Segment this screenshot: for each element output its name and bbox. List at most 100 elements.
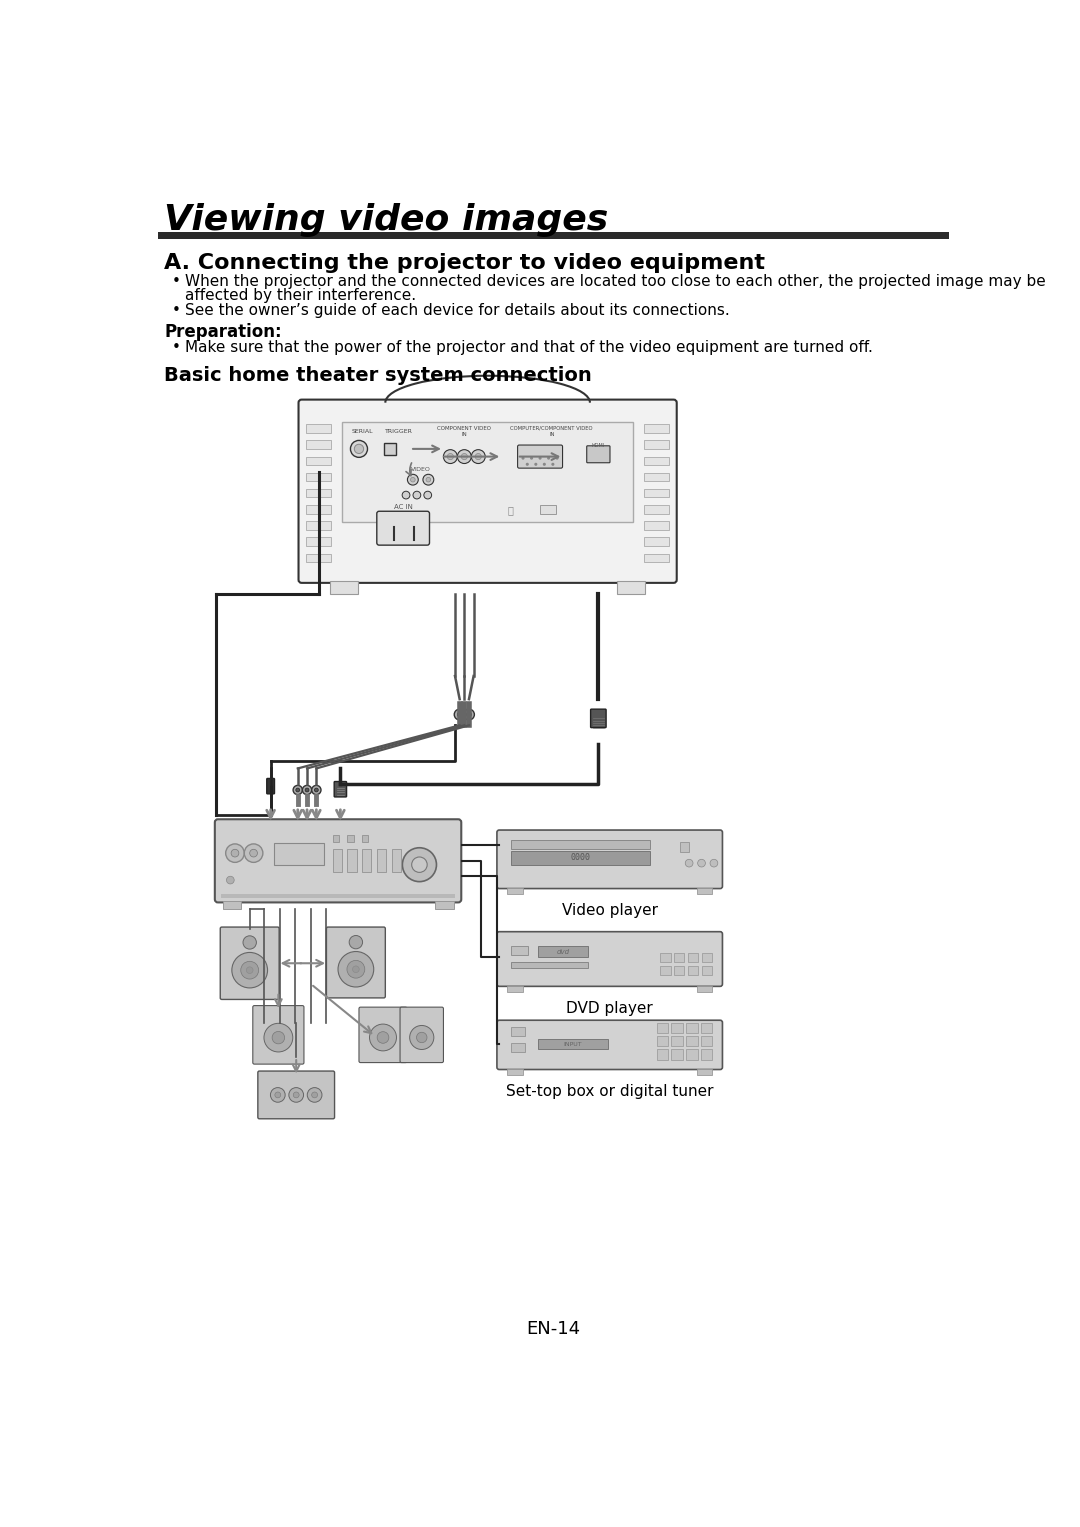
Circle shape	[349, 936, 363, 948]
Bar	[392, 849, 401, 872]
Bar	[672, 1037, 683, 1046]
Circle shape	[243, 936, 256, 950]
FancyBboxPatch shape	[267, 779, 274, 794]
Circle shape	[423, 492, 432, 499]
Bar	[377, 849, 387, 872]
FancyBboxPatch shape	[258, 1070, 335, 1119]
Bar	[538, 947, 589, 957]
Bar	[307, 521, 332, 530]
Circle shape	[296, 788, 299, 793]
Text: HDMI: HDMI	[592, 443, 605, 447]
Bar	[657, 1023, 669, 1034]
Circle shape	[249, 849, 257, 857]
Bar	[307, 554, 332, 562]
Bar	[617, 582, 645, 594]
Circle shape	[444, 449, 457, 464]
Text: A. Connecting the projector to video equipment: A. Connecting the projector to video equ…	[164, 253, 766, 273]
Bar	[701, 1023, 713, 1034]
Circle shape	[302, 785, 312, 794]
Circle shape	[467, 712, 471, 716]
Text: DVD player: DVD player	[566, 1002, 653, 1015]
Bar	[307, 457, 332, 466]
Circle shape	[463, 709, 474, 719]
Bar	[679, 843, 689, 852]
Bar	[644, 505, 669, 513]
Text: EN-14: EN-14	[526, 1319, 581, 1338]
Circle shape	[447, 454, 454, 460]
Bar	[688, 953, 699, 962]
Bar	[686, 1023, 698, 1034]
FancyBboxPatch shape	[326, 927, 386, 999]
Bar	[435, 901, 454, 909]
Circle shape	[352, 967, 360, 973]
Bar	[697, 1069, 713, 1075]
Bar	[657, 1049, 669, 1060]
FancyBboxPatch shape	[497, 1020, 723, 1069]
Circle shape	[459, 709, 470, 719]
Circle shape	[522, 457, 525, 460]
Text: INPUT: INPUT	[564, 1041, 582, 1046]
Text: Preparation:: Preparation:	[164, 322, 282, 341]
Bar	[507, 1069, 523, 1075]
Circle shape	[350, 440, 367, 458]
Circle shape	[423, 475, 434, 486]
Text: •: •	[172, 339, 181, 354]
Bar	[383, 443, 396, 455]
Circle shape	[246, 967, 253, 974]
Text: Basic home theater system connection: Basic home theater system connection	[164, 366, 592, 385]
FancyBboxPatch shape	[220, 927, 279, 1000]
Bar	[644, 440, 669, 449]
Circle shape	[314, 788, 319, 793]
Bar	[697, 985, 713, 991]
Circle shape	[403, 847, 436, 881]
Circle shape	[543, 463, 545, 466]
Circle shape	[698, 860, 705, 867]
Bar	[674, 965, 685, 974]
Bar	[511, 1043, 525, 1052]
Bar	[686, 1049, 698, 1060]
Circle shape	[306, 788, 309, 793]
Circle shape	[354, 444, 364, 454]
Bar	[688, 965, 699, 974]
Text: ⚿: ⚿	[508, 505, 514, 516]
FancyBboxPatch shape	[517, 444, 563, 469]
Text: Set-top box or digital tuner: Set-top box or digital tuner	[505, 1084, 714, 1099]
Circle shape	[377, 1032, 389, 1043]
Circle shape	[274, 1092, 281, 1098]
Circle shape	[411, 857, 428, 872]
Circle shape	[312, 1092, 318, 1098]
Circle shape	[307, 1087, 322, 1102]
FancyBboxPatch shape	[253, 1006, 303, 1064]
Bar	[697, 887, 713, 893]
FancyBboxPatch shape	[591, 709, 606, 728]
Bar	[221, 893, 455, 898]
Text: Viewing video images: Viewing video images	[164, 203, 609, 237]
Bar	[644, 538, 669, 547]
Bar	[644, 489, 669, 498]
Bar	[307, 489, 332, 498]
Circle shape	[475, 454, 482, 460]
Circle shape	[410, 478, 415, 483]
Bar	[702, 965, 713, 974]
Bar	[644, 554, 669, 562]
Text: Make sure that the power of the projector and that of the video equipment are tu: Make sure that the power of the projecto…	[185, 339, 873, 354]
Text: 0000: 0000	[570, 854, 591, 863]
Bar	[307, 538, 332, 547]
Bar	[644, 521, 669, 530]
Bar	[644, 425, 669, 432]
Bar	[273, 843, 324, 864]
Bar	[511, 945, 528, 954]
Circle shape	[227, 876, 234, 884]
Circle shape	[530, 457, 534, 460]
Text: •: •	[172, 302, 181, 318]
Circle shape	[264, 1023, 293, 1052]
Text: AC IN: AC IN	[394, 504, 414, 510]
FancyBboxPatch shape	[298, 400, 677, 583]
Bar	[307, 425, 332, 432]
Circle shape	[555, 457, 558, 460]
Bar	[362, 835, 368, 841]
FancyBboxPatch shape	[334, 782, 347, 797]
Bar	[660, 953, 671, 962]
Circle shape	[548, 457, 550, 460]
Text: SERIAL: SERIAL	[351, 429, 373, 434]
